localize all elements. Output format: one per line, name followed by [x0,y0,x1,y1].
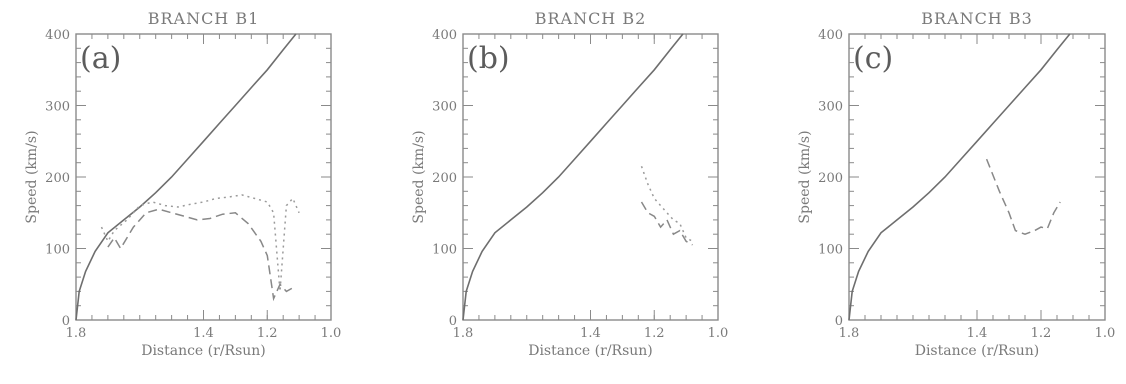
series-line-dashed [985,158,1061,236]
chart-title: BRANCH B2 [535,9,647,28]
y-tick-label: 0 [62,314,70,329]
y-tick-label: 300 [432,100,457,115]
y-axis-label: Speed (km/s) [411,130,427,223]
x-tick-label: 1.8 [453,326,474,341]
y-tick-label: 300 [818,100,843,115]
series-line-dotted [640,166,693,242]
y-tick-label: 0 [449,314,457,329]
series-line-dotted [100,194,300,292]
y-tick-label: 400 [818,28,843,43]
x-tick-label: 1.4 [967,326,988,341]
y-tick-label: 200 [432,171,457,186]
y-tick-label: 400 [45,28,70,43]
x-tick-label: 1.8 [66,326,87,341]
chart-panel-3: 1.8 1.4 1.2 1.0 0 100 200 300 400 BRANCH B3 (c) Dis… [797,9,1115,359]
y-tick-label: 300 [45,100,70,115]
x-tick-label: 1.4 [193,326,214,341]
series-line-solid [462,33,684,321]
series-line-solid [848,33,1071,321]
y-tick-label: 400 [432,28,457,43]
y-tick-label: 200 [818,171,843,186]
series-line-dashed [640,201,693,246]
y-tick-label: 0 [835,314,843,329]
x-axis-label: Distance (r/Rsun) [528,343,653,359]
x-axis-label: Distance (r/Rsun) [141,343,266,359]
x-tick-label: 1.2 [644,326,665,341]
chart-title: BRANCH B1 [148,9,260,28]
series-line-solid [75,33,297,321]
x-tick-label: 1.0 [321,326,342,341]
x-axis-label: Distance (r/Rsun) [915,343,1040,359]
plot-frame [462,33,719,321]
y-tick-label: 100 [432,243,457,258]
y-axis-label: Speed (km/s) [24,130,40,223]
y-axis-label: Speed (km/s) [797,130,813,223]
chart-panel-2: 1.8 1.4 1.2 1.0 0 100 200 300 400 BRANCH B2 (b) Dis… [411,9,728,359]
x-tick-label: 1.0 [708,326,729,341]
panel-label: (c) [853,41,893,76]
x-tick-label: 1.2 [1031,326,1052,341]
x-tick-label: 1.2 [257,326,278,341]
x-tick-label: 1.4 [580,326,601,341]
y-tick-label: 200 [45,171,70,186]
panel-label: (b) [467,41,510,76]
plot-frame [75,33,332,321]
x-tick-label: 1.8 [839,326,860,341]
plot-frame [848,33,1106,321]
panel-label: (a) [80,41,121,76]
y-tick-label: 100 [818,243,843,258]
x-tick-label: 1.0 [1095,326,1116,341]
y-tick-label: 100 [45,243,70,258]
chart-title: BRANCH B3 [921,9,1033,28]
series-line-dashed [107,208,294,302]
chart-panel-1: 1.8 1.4 1.2 1.0 0 100 200 300 400 BRANCH B1 (a) Dis… [24,9,341,359]
